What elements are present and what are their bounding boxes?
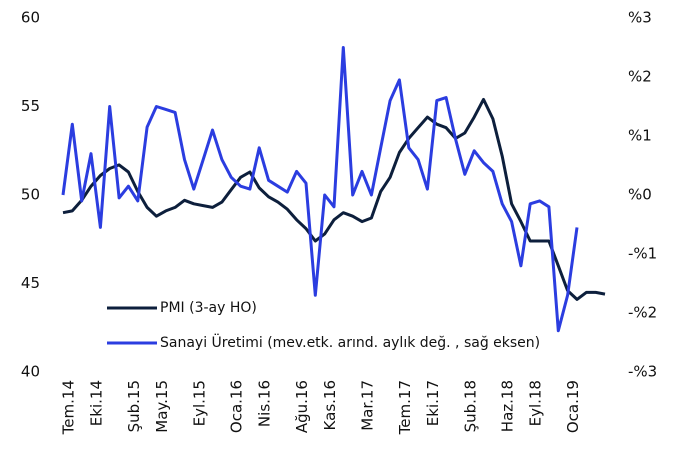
x-tick-label: Eyl.18 <box>527 380 545 426</box>
x-tick-label: Eki.14 <box>88 380 106 426</box>
series-line <box>62 97 606 301</box>
x-tick-label: Nis.16 <box>256 380 274 427</box>
x-tick-label: Haz.18 <box>499 380 517 432</box>
x-tick-label: Şub.18 <box>461 380 479 432</box>
x-tick-label: Şub.15 <box>125 380 143 432</box>
x-tick-label: Eki.17 <box>424 380 442 426</box>
legend-label: Sanayi Üretimi (mev.etk. arınd. aylık de… <box>160 333 540 351</box>
x-tick-label: Kas.16 <box>321 380 339 430</box>
y2-tick-label: %3 <box>628 9 652 27</box>
x-tick-label: Oca.19 <box>564 380 582 433</box>
y-tick-label: 50 <box>21 186 40 204</box>
x-tick-label: Eyl.15 <box>190 380 208 426</box>
y2-tick-label: -%2 <box>628 304 657 322</box>
y2-tick-label: -%3 <box>628 363 657 381</box>
series-line <box>61 46 579 333</box>
y-tick-label: 45 <box>21 274 40 292</box>
x-tick-label: Oca.16 <box>228 380 246 433</box>
y2-tick-label: %0 <box>628 186 652 204</box>
x-tick-label: Tem.14 <box>60 380 78 435</box>
x-tick-label: Tem.17 <box>396 380 414 435</box>
legend-label: PMI (3-ay HO) <box>160 300 257 316</box>
y2-tick-label: %1 <box>628 127 652 145</box>
y2-tick-label: %2 <box>628 68 652 86</box>
y-tick-label: 40 <box>21 363 40 381</box>
y-tick-label: 60 <box>21 9 40 27</box>
x-tick-label: Mar.17 <box>359 380 377 431</box>
x-tick-label: Ağu.16 <box>293 380 311 433</box>
y-tick-label: 55 <box>21 97 40 115</box>
y2-tick-label: -%1 <box>628 245 657 263</box>
x-tick-label: May.15 <box>153 380 171 433</box>
